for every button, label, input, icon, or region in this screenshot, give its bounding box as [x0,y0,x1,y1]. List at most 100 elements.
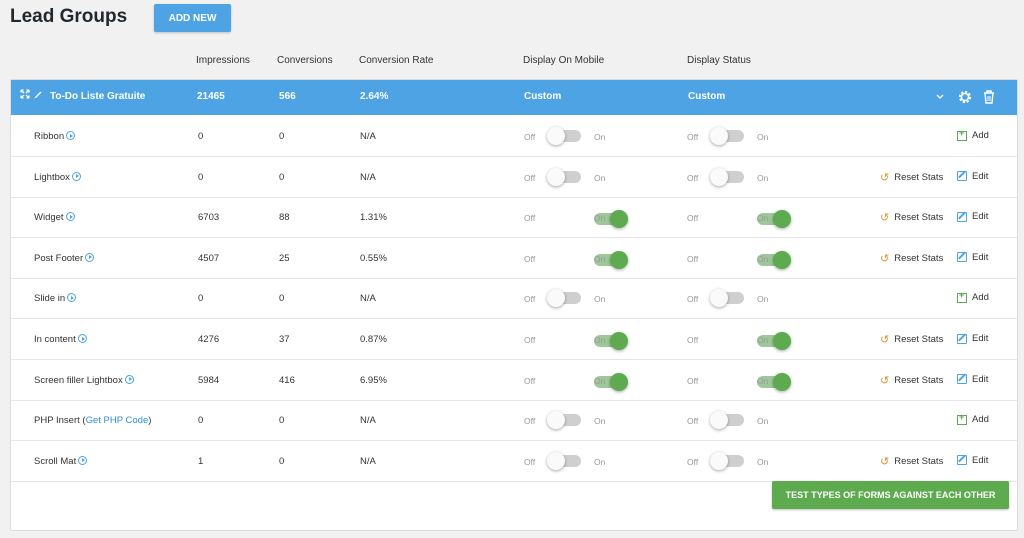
play-circle-icon[interactable] [67,293,77,303]
list-item: Lightbox 0 0 N/A Off On Off On ↺ Reset Stat… [11,157,1017,198]
toggle-switch[interactable] [547,167,581,186]
reset-stats-button[interactable]: ↺ Reset Stats [880,212,944,225]
reset-stats-button[interactable]: ↺ Reset Stats [880,334,944,346]
toggle-switch[interactable] [710,451,744,470]
toggle-knob[interactable] [773,250,791,269]
toggle-switch[interactable] [710,127,744,145]
reset-stats-button[interactable]: ↺ Reset Stats [880,171,944,184]
edit-button[interactable]: Edit [957,455,988,466]
impressions-value: 4507 [198,252,220,264]
gear-icon[interactable] [957,89,973,105]
add-button[interactable]: Add [957,412,989,425]
page-title: Lead Groups [10,6,128,27]
toggle-switch[interactable] [757,332,791,350]
toggle-switch[interactable] [594,372,628,391]
conversions-value: 0 [279,131,285,142]
reset-icon: ↺ [880,334,890,346]
toggle-knob[interactable] [773,332,791,350]
toggle-switch[interactable] [710,411,744,430]
play-circle-icon[interactable] [71,171,81,181]
chevron-down-icon[interactable] [935,93,945,101]
play-circle-icon[interactable] [85,252,95,262]
reset-icon: ↺ [880,252,890,265]
toggle-knob[interactable] [610,332,628,350]
pencil-icon[interactable] [33,89,43,99]
trash-icon[interactable] [982,89,996,105]
add-button[interactable]: Add [957,128,989,141]
column-header-display-on-mobile: Display On Mobile [523,55,605,66]
play-circle-icon[interactable] [65,212,75,222]
conversions-value: 416 [279,374,295,386]
expand-icon[interactable] [20,89,30,99]
lead-group-panel: To-Do Liste Gratuite 21465 566 2.64% Cus… [10,79,1018,531]
toggle-knob[interactable] [547,411,565,430]
toggle-switch[interactable] [594,210,628,229]
conversion-rate-value: N/A [360,415,376,427]
impressions-value: 0 [198,293,204,305]
edit-button[interactable]: Edit [957,211,988,222]
toggle-switch[interactable] [757,210,791,229]
play-circle-icon[interactable] [66,131,76,140]
conversions-value: 0 [279,293,285,305]
reset-icon: ↺ [880,374,890,387]
add-new-button[interactable]: ADD NEW [154,4,231,32]
play-circle-icon[interactable] [77,334,87,343]
impressions-value: 5984 [198,374,220,386]
toggle-knob[interactable] [610,210,628,229]
toggle-switch[interactable] [710,289,744,308]
edit-button[interactable]: Edit [957,252,988,263]
toggle-switch[interactable] [757,372,791,391]
lead-group-header[interactable]: To-Do Liste Gratuite 21465 566 2.64% Cus… [11,80,1017,115]
conversion-rate-value: 0.55% [360,252,387,264]
column-header-conversion-rate: Conversion Rate [359,55,434,66]
conversions-value: 0 [279,415,285,427]
toggle-knob[interactable] [710,451,728,470]
group-impressions: 21465 [197,91,225,102]
toggle-switch[interactable] [594,332,628,350]
toggle-switch[interactable] [547,289,581,308]
column-header-display-status: Display Status [687,55,751,66]
edit-button[interactable]: Edit [957,171,988,182]
reset-icon: ↺ [880,212,890,225]
list-item: PHP Insert (Get PHP Code) 0 0 N/A Off On … [11,400,1017,442]
form-name: Slide in [34,293,77,304]
conversion-rate-value: N/A [360,455,376,467]
play-circle-icon[interactable] [78,455,88,465]
toggle-knob[interactable] [710,127,728,145]
edit-icon [957,374,967,385]
conversion-rate-value: 1.31% [360,212,387,224]
toggle-knob[interactable] [610,250,628,269]
edit-button[interactable]: Edit [957,333,988,344]
toggle-switch[interactable] [594,250,628,269]
toggle-knob[interactable] [547,127,565,145]
impressions-value: 4276 [198,334,220,345]
toggle-knob[interactable] [547,451,565,470]
list-item: Scroll Mat 1 0 N/A Off On Off On ↺ Reset St… [11,441,1017,482]
conversions-value: 37 [279,334,290,345]
toggle-knob[interactable] [547,289,565,308]
toggle-switch[interactable] [757,250,791,269]
conversion-rate-value: 0.87% [360,334,387,345]
toggle-knob[interactable] [773,372,791,391]
toggle-knob[interactable] [710,167,728,186]
toggle-knob[interactable] [710,411,728,430]
toggle-knob[interactable] [610,372,628,391]
toggle-knob[interactable] [710,289,728,308]
add-button[interactable]: Add [957,290,989,303]
edit-button[interactable]: Edit [957,374,988,385]
reset-stats-button[interactable]: ↺ Reset Stats [880,252,944,265]
play-circle-icon[interactable] [124,374,134,384]
reset-stats-button[interactable]: ↺ Reset Stats [880,455,944,468]
toggle-switch[interactable] [710,167,744,186]
reset-stats-button[interactable]: ↺ Reset Stats [880,374,944,387]
toggle-knob[interactable] [547,167,565,186]
get-php-code-link[interactable]: Get PHP Code [85,415,149,427]
conversion-rate-value: N/A [360,131,376,142]
toggle-switch[interactable] [547,451,581,470]
toggle-switch[interactable] [547,411,581,430]
list-item: Widget 6703 88 1.31% Off On Off On ↺ Reset … [11,197,1017,239]
group-display-on-mobile: Custom [524,91,562,102]
toggle-switch[interactable] [547,127,581,145]
toggle-knob[interactable] [773,210,791,229]
test-forms-button[interactable]: TEST TYPES OF FORMS AGAINST EACH OTHER [772,481,1009,509]
